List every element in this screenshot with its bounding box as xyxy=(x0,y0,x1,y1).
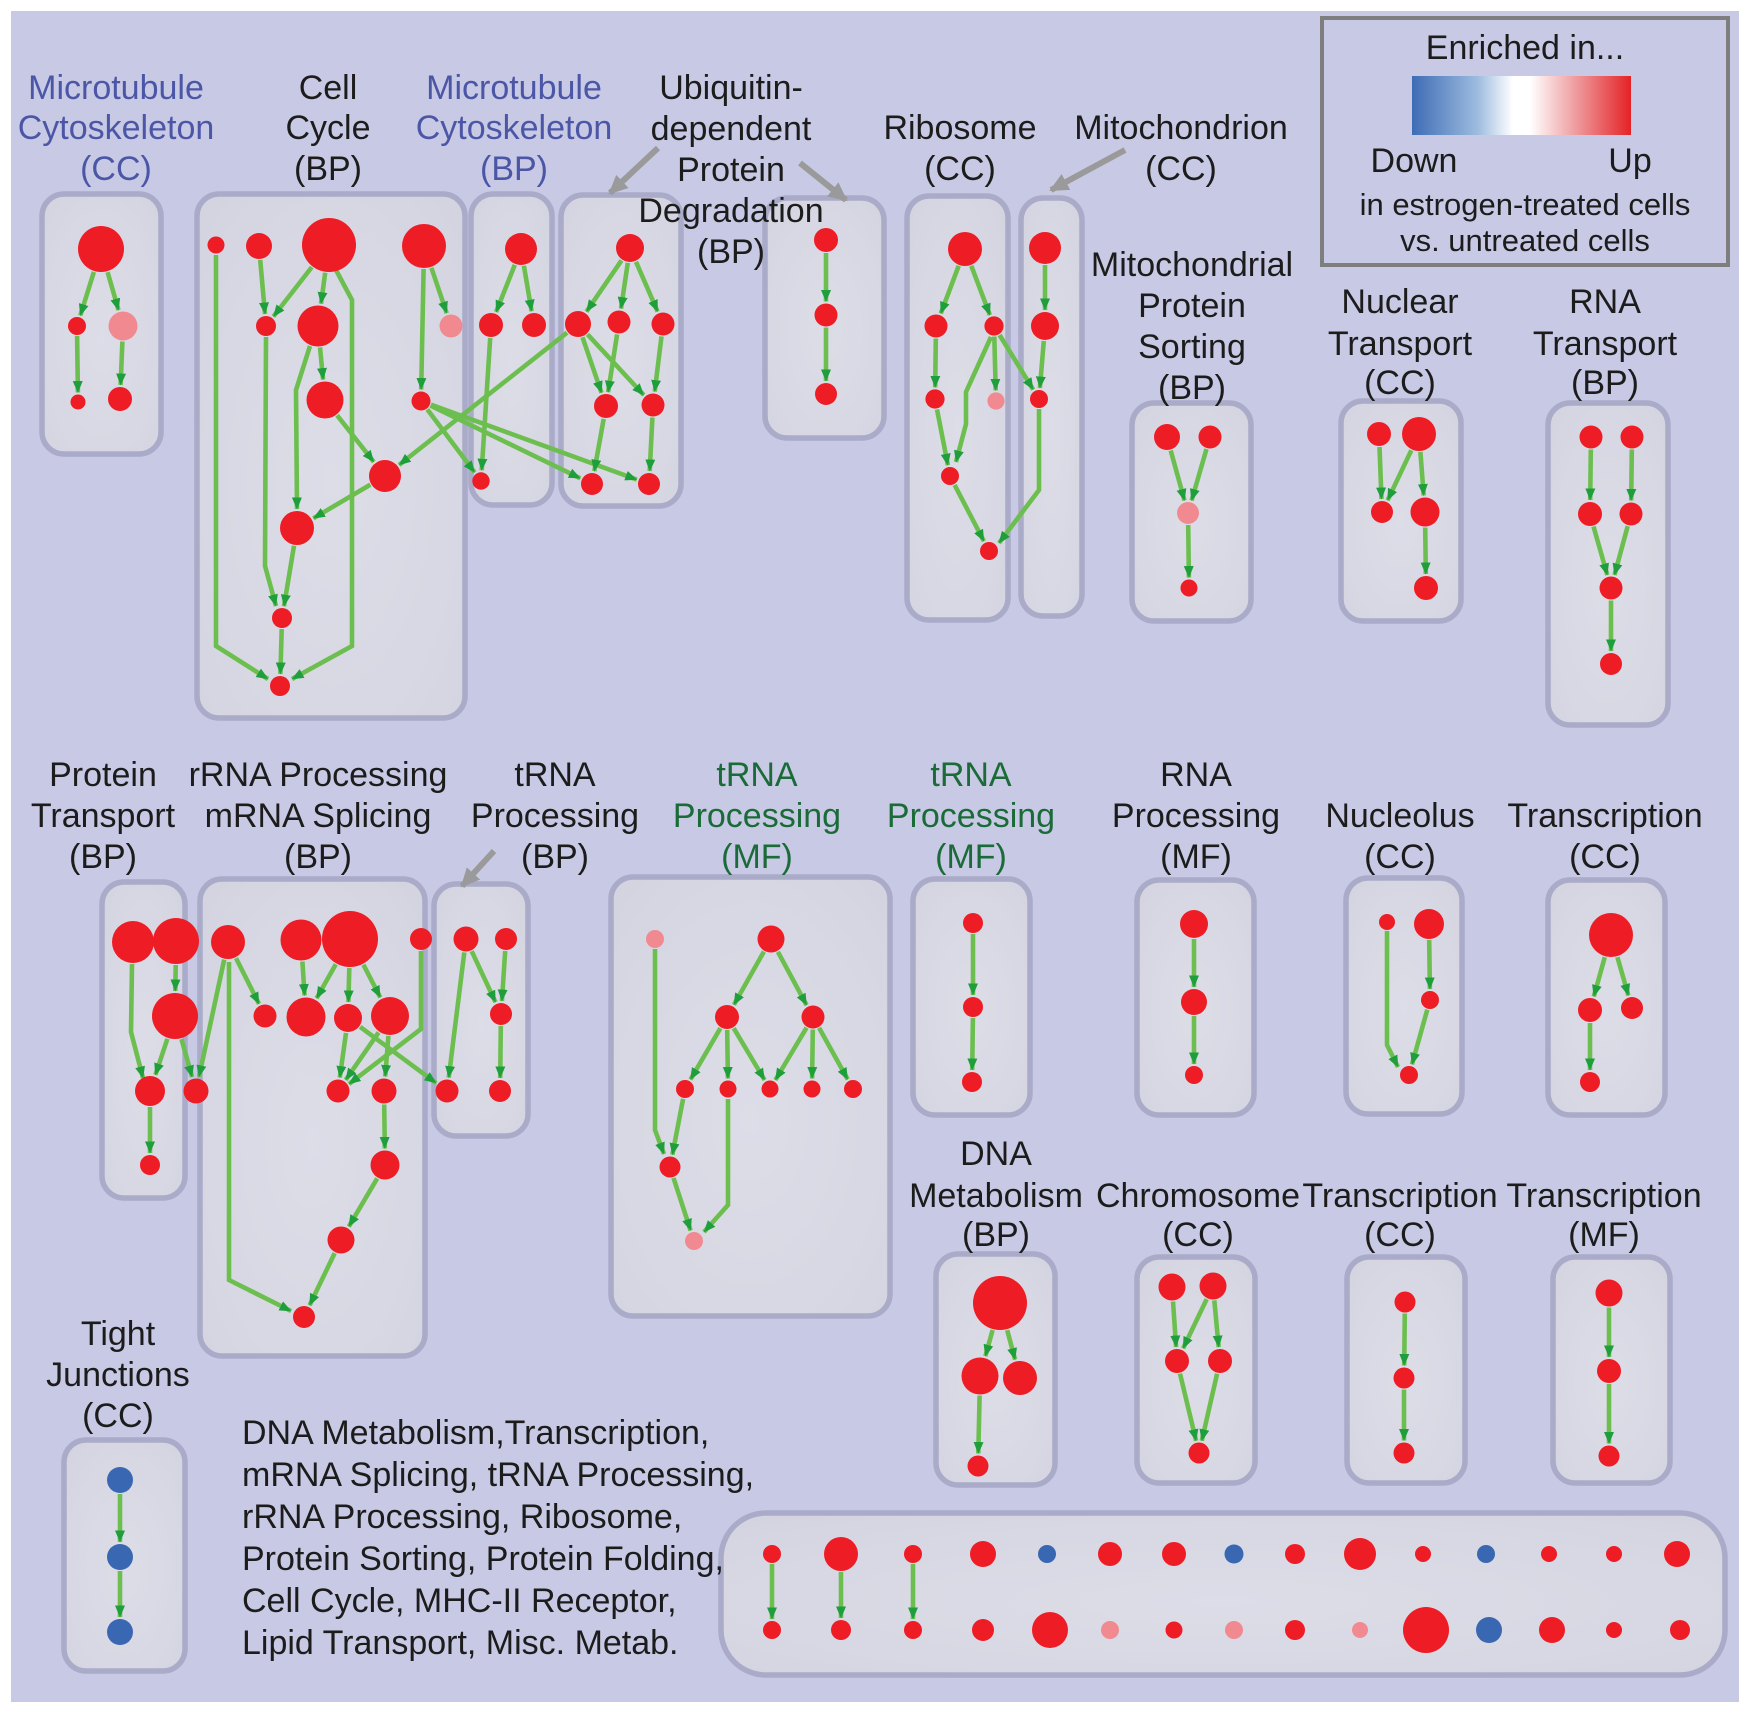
svg-text:Processing: Processing xyxy=(1112,797,1280,835)
svg-text:(BP): (BP) xyxy=(962,1216,1030,1254)
svg-text:Junctions: Junctions xyxy=(46,1356,190,1394)
svg-text:(MF): (MF) xyxy=(721,838,793,876)
svg-text:Protein: Protein xyxy=(49,756,157,794)
svg-text:dependent: dependent xyxy=(651,110,812,148)
svg-text:tRNA: tRNA xyxy=(716,756,798,794)
svg-text:(CC): (CC) xyxy=(1364,1216,1436,1254)
svg-text:Mitochondrion: Mitochondrion xyxy=(1074,109,1288,147)
svg-text:Cell: Cell xyxy=(299,69,358,107)
svg-text:(CC): (CC) xyxy=(1364,364,1436,402)
svg-text:mRNA Splicing: mRNA Splicing xyxy=(205,797,432,835)
svg-text:mRNA Splicing, tRNA Processing: mRNA Splicing, tRNA Processing, xyxy=(242,1456,754,1494)
svg-text:(MF): (MF) xyxy=(1568,1216,1640,1254)
svg-text:(BP): (BP) xyxy=(69,838,137,876)
svg-text:in estrogen-treated cells: in estrogen-treated cells xyxy=(1360,187,1691,222)
svg-text:Cycle: Cycle xyxy=(285,109,370,147)
svg-text:Nucleolus: Nucleolus xyxy=(1325,797,1474,835)
svg-text:Cytoskeleton: Cytoskeleton xyxy=(416,109,613,147)
svg-text:Processing: Processing xyxy=(887,797,1055,835)
svg-text:tRNA: tRNA xyxy=(930,756,1012,794)
svg-text:Lipid Transport, Misc. Metab.: Lipid Transport, Misc. Metab. xyxy=(242,1624,679,1662)
svg-text:(MF): (MF) xyxy=(935,838,1007,876)
svg-text:(CC): (CC) xyxy=(82,1397,154,1435)
svg-text:Transport: Transport xyxy=(1533,325,1678,363)
svg-text:Microtubule: Microtubule xyxy=(28,69,204,107)
svg-text:Mitochondrial: Mitochondrial xyxy=(1091,246,1293,284)
svg-text:Protein Sorting, Protein Foldi: Protein Sorting, Protein Folding, xyxy=(242,1540,724,1578)
svg-text:(BP): (BP) xyxy=(697,233,765,271)
svg-text:(CC): (CC) xyxy=(80,150,152,188)
svg-text:Enriched in...: Enriched in... xyxy=(1426,29,1624,67)
svg-text:(BP): (BP) xyxy=(480,150,548,188)
svg-text:Down: Down xyxy=(1371,142,1458,180)
svg-text:(BP): (BP) xyxy=(1571,364,1639,402)
svg-text:(CC): (CC) xyxy=(1364,838,1436,876)
svg-text:(CC): (CC) xyxy=(1162,1216,1234,1254)
svg-text:Transcription: Transcription xyxy=(1507,797,1702,835)
svg-text:Transport: Transport xyxy=(31,797,176,835)
svg-text:Degradation: Degradation xyxy=(638,192,823,230)
svg-text:(CC): (CC) xyxy=(924,150,996,188)
svg-text:Cell Cycle, MHC-II Receptor,: Cell Cycle, MHC-II Receptor, xyxy=(242,1582,677,1620)
svg-text:tRNA: tRNA xyxy=(514,756,596,794)
svg-text:DNA: DNA xyxy=(960,1135,1032,1173)
svg-text:(CC): (CC) xyxy=(1145,150,1217,188)
svg-text:RNA: RNA xyxy=(1569,283,1641,321)
svg-text:Processing: Processing xyxy=(673,797,841,835)
svg-text:Microtubule: Microtubule xyxy=(426,69,602,107)
svg-text:(BP): (BP) xyxy=(284,838,352,876)
svg-text:Metabolism: Metabolism xyxy=(909,1177,1083,1215)
svg-text:DNA Metabolism,Transcription,: DNA Metabolism,Transcription, xyxy=(242,1414,709,1452)
svg-text:Processing: Processing xyxy=(471,797,639,835)
svg-text:Protein: Protein xyxy=(677,151,785,189)
svg-text:rRNA Processing, Ribosome,: rRNA Processing, Ribosome, xyxy=(242,1498,682,1536)
svg-text:(MF): (MF) xyxy=(1160,838,1232,876)
svg-text:Tight: Tight xyxy=(81,1315,156,1353)
svg-text:rRNA Processing: rRNA Processing xyxy=(189,756,448,794)
svg-text:Transcription: Transcription xyxy=(1302,1177,1497,1215)
svg-text:RNA: RNA xyxy=(1160,756,1232,794)
svg-text:(BP): (BP) xyxy=(1158,369,1226,407)
svg-text:Cytoskeleton: Cytoskeleton xyxy=(18,109,215,147)
svg-text:(CC): (CC) xyxy=(1569,838,1641,876)
svg-text:Transport: Transport xyxy=(1328,325,1473,363)
svg-text:vs. untreated cells: vs. untreated cells xyxy=(1400,223,1650,258)
svg-text:Protein: Protein xyxy=(1138,287,1246,325)
svg-text:Ubiquitin-: Ubiquitin- xyxy=(659,69,803,107)
svg-text:(BP): (BP) xyxy=(521,838,589,876)
svg-text:Transcription: Transcription xyxy=(1506,1177,1701,1215)
svg-text:Nuclear: Nuclear xyxy=(1341,283,1458,321)
svg-text:Up: Up xyxy=(1608,142,1651,180)
svg-text:Chromosome: Chromosome xyxy=(1096,1177,1300,1215)
svg-text:Ribosome: Ribosome xyxy=(883,109,1036,147)
svg-text:(BP): (BP) xyxy=(294,150,362,188)
svg-text:Sorting: Sorting xyxy=(1138,328,1246,366)
